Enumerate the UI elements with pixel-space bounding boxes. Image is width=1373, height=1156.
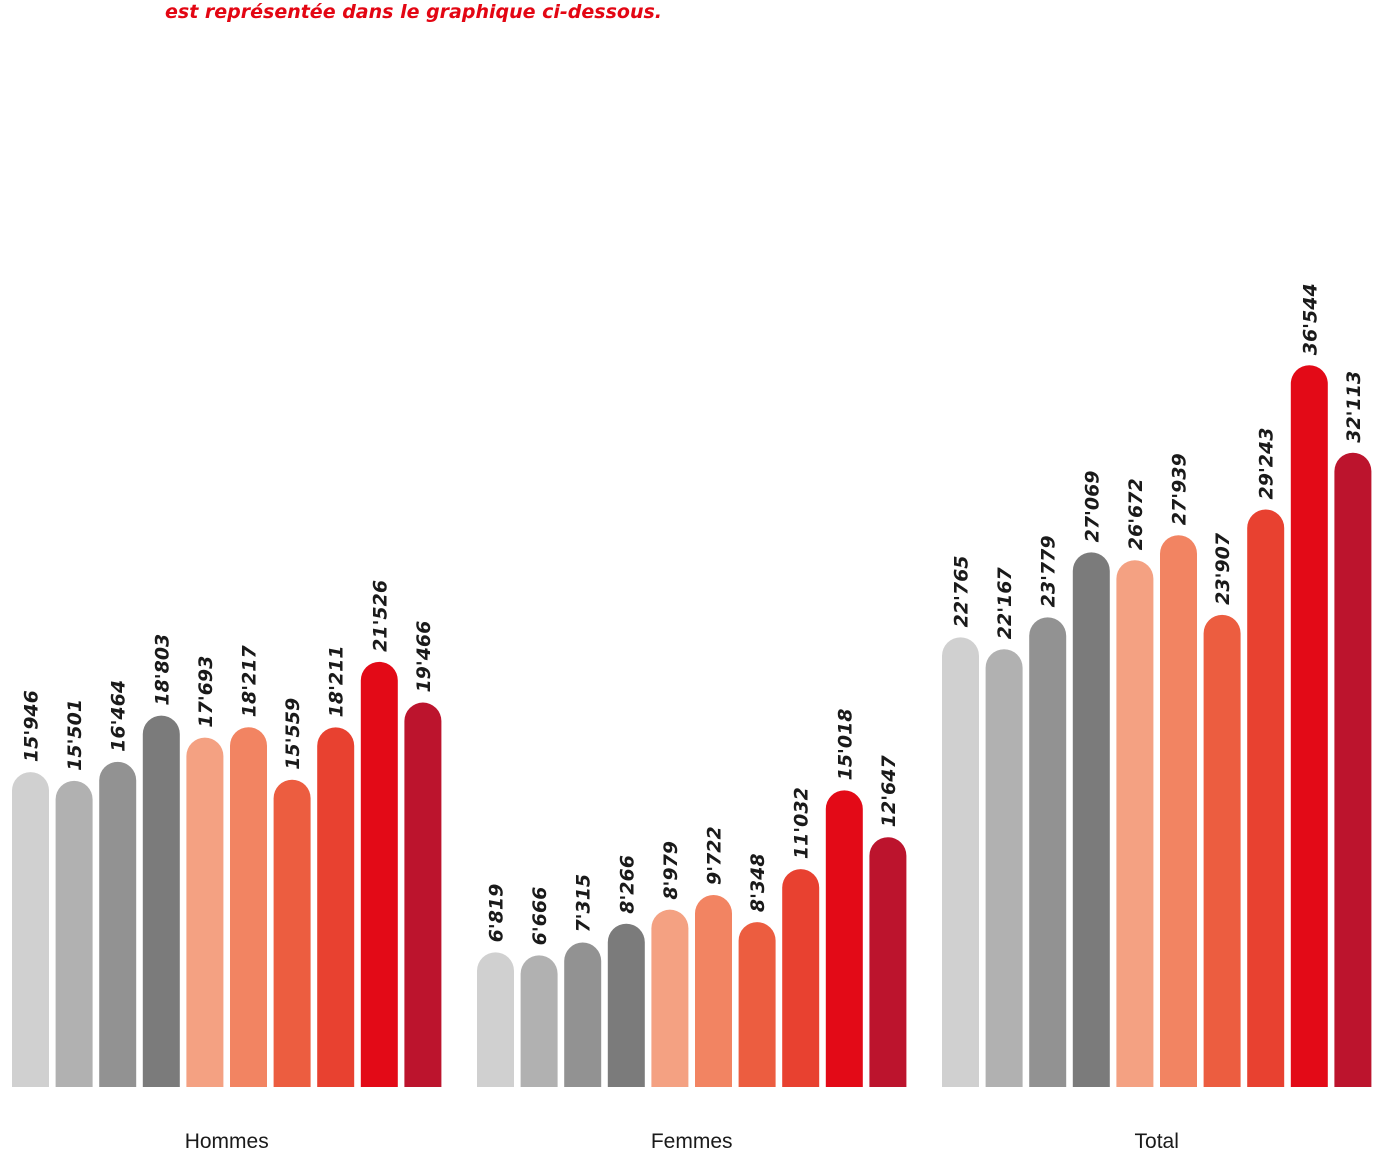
value-label-total-3: 23'779	[1038, 535, 1060, 607]
bar-hommes-10	[404, 702, 442, 1087]
value-label-hommes-7: 15'559	[282, 698, 304, 770]
value-label-femmes-4: 8'266	[616, 855, 638, 914]
bar-total-2	[985, 649, 1023, 1087]
bar-hommes-1	[12, 772, 49, 1087]
category-label-hommes: Hommes	[185, 1130, 269, 1153]
value-label-femmes-9: 15'018	[834, 708, 856, 780]
bar-group-hommes: 15'946 15'501 16'464 18'803 17'693 18'217 15'5…	[12, 580, 442, 1153]
value-label-hommes-6: 18'217	[239, 645, 261, 718]
bar-group-total: 22'765 22'167 23'779 27'069 26'672 27'939 23'9…	[942, 283, 1372, 1153]
value-label-total-8: 29'243	[1256, 428, 1278, 500]
value-label-femmes-3: 7'315	[573, 874, 595, 933]
value-label-femmes-8: 11'032	[791, 787, 813, 859]
value-label-hommes-1: 15'946	[21, 690, 43, 762]
value-label-femmes-2: 6'666	[529, 887, 551, 946]
bar-femmes-4	[607, 923, 645, 1087]
bar-hommes-9	[360, 661, 398, 1087]
intro-text: est représentée dans le graphique ci-des…	[165, 1, 663, 23]
category-label-total: Total	[1135, 1130, 1179, 1153]
value-label-total-10: 32'113	[1343, 371, 1365, 443]
bar-femmes-1	[477, 952, 514, 1087]
value-label-hommes-9: 21'526	[369, 580, 391, 652]
value-label-hommes-10: 19'466	[413, 621, 435, 693]
bar-total-3	[1029, 617, 1067, 1087]
value-label-hommes-8: 18'211	[326, 645, 348, 717]
category-label-femmes: Femmes	[651, 1130, 733, 1153]
value-label-hommes-2: 15'501	[64, 699, 86, 771]
value-label-femmes-10: 12'647	[878, 755, 900, 828]
bar-total-5	[1116, 560, 1154, 1087]
bar-hommes-6	[230, 727, 267, 1087]
bar-total-7	[1203, 614, 1241, 1087]
value-label-hommes-5: 17'693	[195, 656, 217, 728]
value-label-femmes-7: 8'348	[747, 853, 769, 912]
bar-total-9	[1290, 365, 1328, 1088]
bar-femmes-7	[738, 922, 776, 1087]
bar-femmes-10	[869, 837, 907, 1087]
value-label-hommes-3: 16'464	[108, 680, 130, 752]
bar-hommes-3	[99, 761, 137, 1087]
value-label-total-7: 23'907	[1212, 532, 1234, 605]
value-label-femmes-1: 6'819	[486, 884, 508, 943]
bar-total-8	[1247, 509, 1285, 1087]
bar-femmes-6	[695, 894, 732, 1087]
bar-group-femmes: 6'819 6'666 7'315 8'266 8'979 9'722 8'348 11'03…	[477, 708, 907, 1153]
bar-femmes-8	[782, 869, 820, 1087]
bar-femmes-3	[564, 942, 602, 1087]
value-label-total-5: 26'672	[1125, 478, 1147, 550]
bar-total-1	[942, 637, 979, 1087]
value-label-total-6: 27'939	[1169, 453, 1191, 525]
bar-hommes-8	[317, 727, 355, 1087]
bar-total-4	[1072, 552, 1110, 1087]
bar-femmes-9	[825, 790, 863, 1087]
value-label-total-2: 22'167	[994, 567, 1016, 640]
value-label-hommes-4: 18'803	[151, 634, 173, 706]
bar-hommes-5	[186, 737, 224, 1087]
bar-femmes-2	[520, 955, 558, 1087]
value-label-total-1: 22'765	[951, 555, 973, 627]
bar-total-6	[1160, 535, 1197, 1087]
bar-femmes-5	[651, 909, 689, 1087]
value-label-femmes-5: 8'979	[660, 841, 682, 900]
bar-hommes-7	[273, 779, 311, 1087]
bar-total-10	[1334, 452, 1372, 1087]
bar-hommes-2	[55, 780, 93, 1087]
value-label-total-4: 27'069	[1081, 470, 1103, 542]
value-label-total-9: 36'544	[1299, 283, 1321, 355]
bar-hommes-4	[142, 715, 180, 1087]
value-label-femmes-6: 9'722	[704, 826, 726, 885]
